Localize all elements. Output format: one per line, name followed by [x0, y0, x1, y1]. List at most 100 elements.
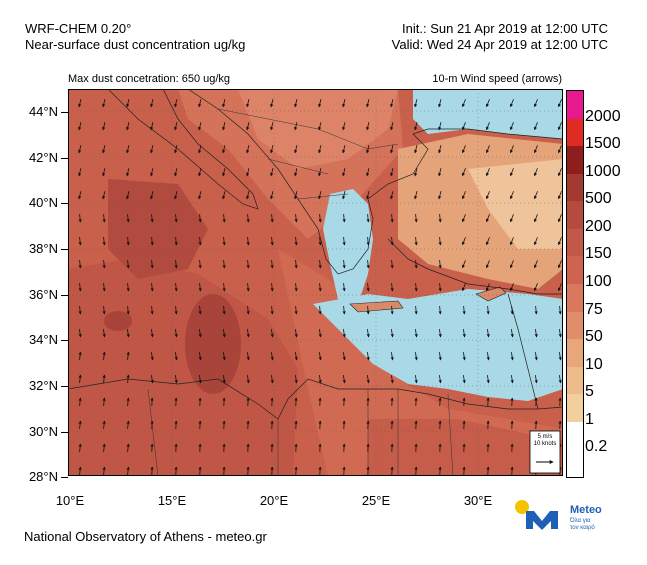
wind-arrow [318, 236, 322, 246]
wind-arrow [102, 213, 106, 223]
wind-arrow [294, 305, 298, 315]
wind-arrow [366, 305, 370, 315]
wind-arrow [510, 145, 514, 154]
wind-arrow [366, 99, 370, 108]
wind-arrow [78, 145, 82, 154]
wind-arrow [78, 236, 82, 246]
init-time: Init.: Sun 21 Apr 2019 at 12:00 UTC [402, 21, 608, 36]
wind-arrow [390, 213, 394, 223]
wind-arrow [174, 191, 178, 200]
wind-arrow [510, 328, 514, 338]
dust-field-egypt-south [368, 419, 563, 476]
colorbar-label: 1 [585, 410, 594, 428]
wind-arrow [390, 99, 394, 108]
north-africa-coast [68, 378, 563, 420]
wind-arrow [222, 282, 226, 292]
wind-arrow [534, 374, 538, 384]
wind-arrow [390, 282, 394, 292]
colorbar-segment [567, 201, 583, 230]
wind-arrow [318, 191, 322, 200]
wind-arrow [174, 282, 178, 292]
wind-arrow [462, 214, 466, 223]
wind-arrow [78, 213, 82, 223]
wind-arrow [534, 214, 538, 223]
wind-arrow [126, 213, 130, 223]
wind-arrow [102, 397, 106, 407]
wind-arrow [534, 122, 538, 131]
wind-arrow [414, 236, 418, 246]
wind-arrow [438, 305, 442, 315]
latitude-label: 44°N [28, 104, 58, 119]
latitude-label: 38°N [28, 241, 58, 256]
wind-arrow [462, 351, 466, 361]
latitude-tick [61, 340, 68, 341]
wind-arrow [438, 191, 442, 200]
wind-arrow [150, 213, 154, 223]
wind-arrow [438, 213, 442, 223]
wind-arrow [558, 122, 562, 131]
wind-arrow [366, 168, 370, 177]
wind-arrow [222, 122, 226, 131]
wind-arrow [462, 305, 466, 315]
wind-arrow [78, 305, 82, 315]
wind-arrow [534, 351, 538, 361]
wind-arrow [102, 374, 106, 384]
wind-arrow [294, 282, 298, 292]
wind-arrow [294, 191, 298, 200]
latitude-label: 30°N [28, 424, 58, 439]
wind-arrow [366, 351, 370, 361]
colorbar-segment [567, 91, 583, 120]
wind-arrow [558, 351, 562, 361]
wind-arrow [390, 351, 394, 361]
wind-arrow [510, 374, 514, 384]
wind-arrow [414, 99, 418, 108]
colorbar-segment [567, 118, 583, 147]
wind-arrow [294, 145, 298, 154]
wind-arrow [486, 99, 490, 108]
dust-core-small [104, 311, 132, 331]
wind-arrow [558, 145, 562, 154]
wind-arrow [198, 374, 202, 384]
wind-arrow [462, 122, 466, 131]
wind-arrow [150, 374, 154, 384]
wind-arrow [366, 282, 370, 292]
wind-arrow [126, 236, 130, 246]
wind-arrow [270, 213, 274, 223]
logo-name: Meteo [570, 504, 602, 516]
wind-arrow [78, 397, 82, 407]
wind-arrow [558, 237, 562, 246]
wind-arrows [78, 99, 562, 476]
wind-arrow [246, 122, 250, 131]
wind-arrow [294, 213, 298, 223]
wind-arrow [414, 282, 418, 292]
dust-field-anatolia-east [468, 159, 563, 249]
wind-arrow [246, 145, 250, 154]
aegean-sea [323, 189, 373, 304]
wind-arrow [390, 374, 394, 384]
wind-arrow [318, 282, 322, 292]
wind-arrow [342, 305, 346, 315]
latitude-label: 32°N [28, 378, 58, 393]
latitude-label: 42°N [28, 150, 58, 165]
wind-arrow [126, 282, 130, 292]
wind-arrow [222, 145, 226, 154]
wind-arrow [390, 122, 394, 131]
latitude-label: 36°N [28, 287, 58, 302]
wind-arrow [102, 443, 106, 453]
wind-arrow [270, 191, 274, 200]
colorbar-label: 75 [585, 300, 603, 318]
wind-arrow [318, 351, 322, 361]
wind-arrow [462, 260, 466, 269]
colorbar-segment [567, 256, 583, 285]
wind-arrow [294, 351, 298, 361]
wind-arrow [558, 168, 562, 177]
wind-arrow [174, 374, 178, 384]
wind-arrow [78, 282, 82, 292]
wind-arrow [126, 99, 130, 108]
colorbar-label: 100 [585, 273, 612, 290]
wind-arrow [414, 259, 418, 269]
wind-arrow [246, 236, 250, 246]
wind-arrow [78, 259, 82, 269]
colorbar [566, 90, 584, 478]
